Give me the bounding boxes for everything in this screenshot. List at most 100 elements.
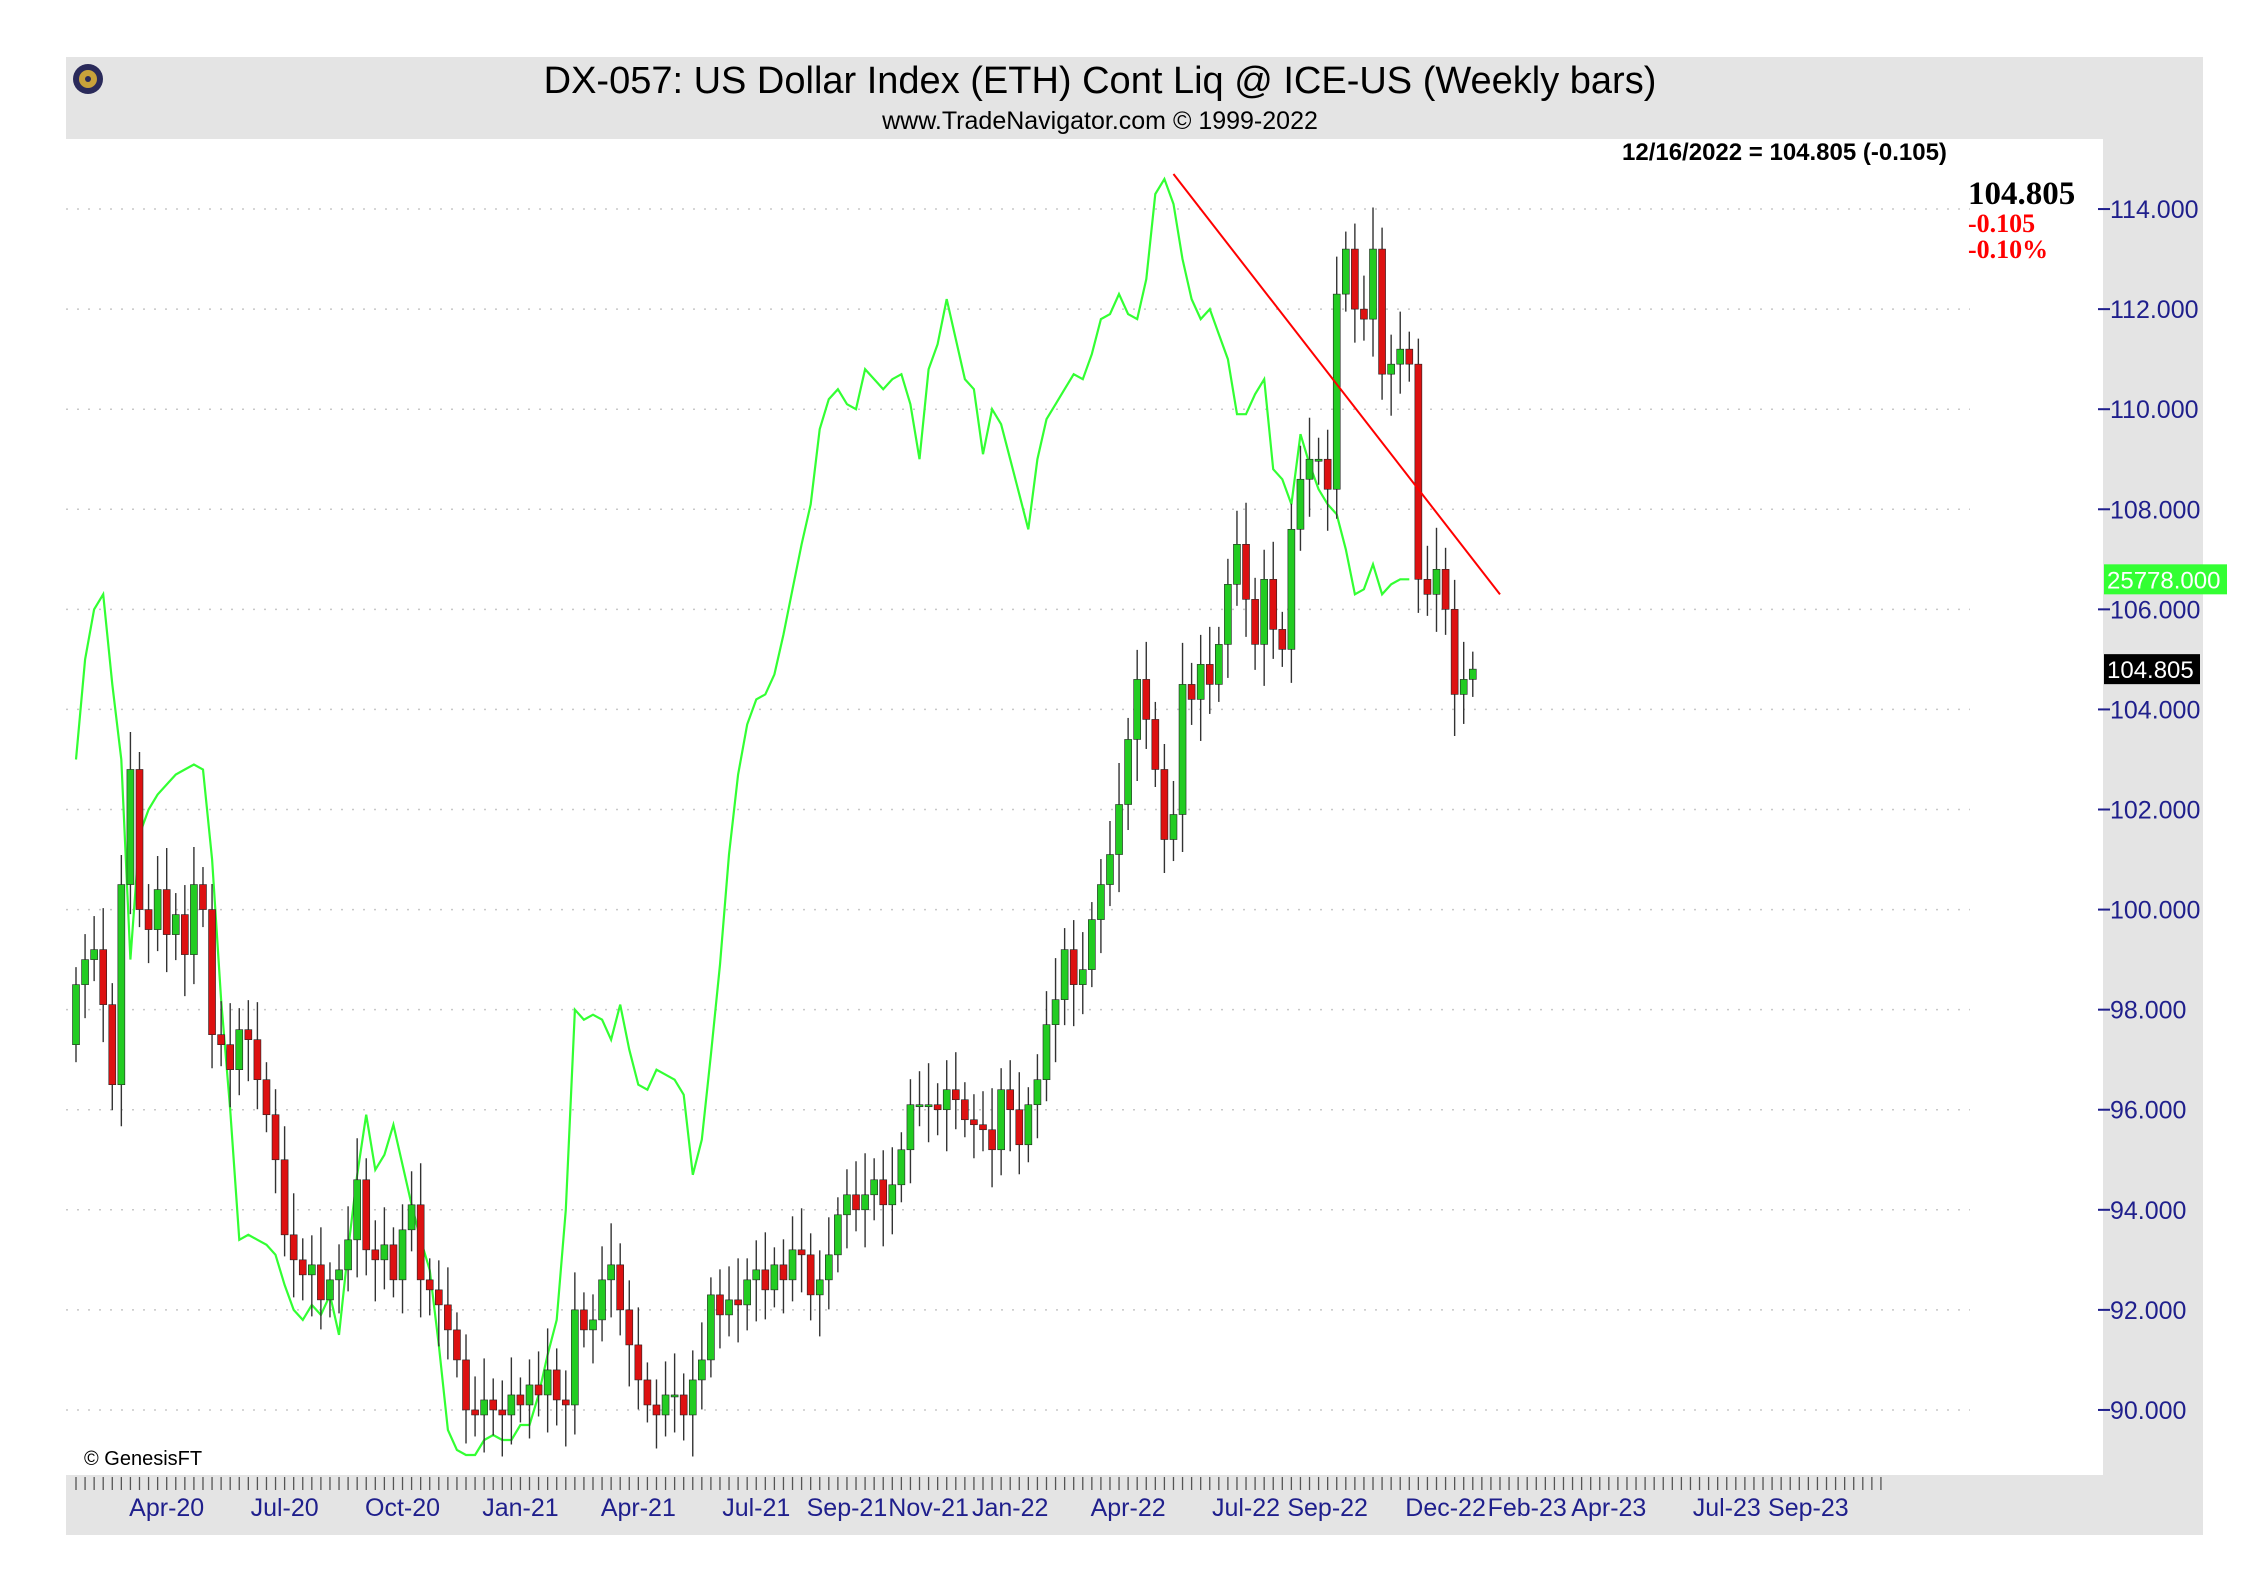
candle — [1332, 256, 1341, 519]
chart-title: DX-057: US Dollar Index (ETH) Cont Liq @… — [544, 60, 1657, 102]
indicator-value-tag: 25778.000 — [2107, 567, 2220, 594]
candle-body-down — [253, 1039, 262, 1081]
candle-body-down — [716, 1294, 724, 1316]
candle — [326, 1262, 334, 1318]
y-tick-label: 106.000 — [2110, 596, 2200, 624]
candle-body-down — [1160, 769, 1169, 840]
candle — [1459, 641, 1468, 724]
candle-body-up — [353, 1179, 361, 1241]
candle — [144, 884, 153, 964]
candle — [1251, 577, 1259, 670]
frame-top — [66, 57, 2203, 139]
candle — [571, 1272, 579, 1435]
candle-body-up — [480, 1399, 488, 1416]
candle-body-down — [498, 1409, 507, 1416]
candle-body-down — [1251, 599, 1259, 645]
candle — [643, 1362, 652, 1423]
x-axis: Apr-20 Jul-20 Oct-20 Jan-21 Apr-21 Jul-21 Sep-… — [75, 1477, 1882, 1522]
candle — [1296, 445, 1305, 551]
candle — [1423, 545, 1432, 616]
candle — [317, 1227, 325, 1330]
candle-body-up — [1224, 584, 1232, 645]
candle — [888, 1147, 897, 1235]
indicator-line — [74, 176, 1410, 1457]
candle — [589, 1294, 597, 1364]
candle-body-up — [1133, 679, 1141, 740]
candle-body-up — [861, 1194, 869, 1211]
candle-body-up — [171, 914, 180, 935]
y-tick-label: 112.000 — [2110, 296, 2199, 324]
candle — [1323, 429, 1332, 531]
candle — [634, 1307, 643, 1410]
candle — [1287, 503, 1296, 683]
candle-body-up — [1115, 804, 1123, 855]
candle — [561, 1370, 570, 1447]
candle — [199, 867, 207, 928]
candle-body-down — [1069, 949, 1078, 985]
candle-body-up — [117, 884, 126, 1086]
candle — [1360, 275, 1368, 341]
candle-body-down — [362, 1179, 371, 1251]
candle — [534, 1351, 543, 1417]
candle — [906, 1079, 915, 1184]
candle-body-down — [1242, 544, 1250, 600]
candle — [353, 1138, 361, 1278]
candle — [135, 751, 144, 928]
candle-body-up — [190, 884, 198, 955]
candle-body-down — [108, 1004, 117, 1086]
candle — [543, 1328, 552, 1433]
candle — [897, 1132, 906, 1203]
candle-body-up — [906, 1104, 915, 1151]
candle-body-down — [734, 1299, 742, 1306]
candle-body-up — [598, 1279, 606, 1321]
candle-body-up — [407, 1204, 416, 1231]
candle-body-down — [244, 1029, 253, 1040]
candle-body-down — [217, 1034, 225, 1045]
candle — [171, 893, 180, 961]
candle — [679, 1373, 688, 1441]
candle-body-down — [634, 1344, 643, 1381]
candle-body-up — [380, 1244, 389, 1261]
candle-body-down — [616, 1264, 625, 1311]
candle-body-up — [235, 1029, 244, 1070]
quote-summary: 12/16/2022 = 104.805 (-0.105) — [1622, 139, 1947, 166]
candle — [1133, 649, 1141, 781]
x-tick-label: Apr-22 — [1091, 1494, 1166, 1522]
candle-body-down — [534, 1384, 543, 1396]
candle-body-up — [1369, 248, 1377, 320]
candle — [1396, 311, 1405, 394]
candle — [670, 1353, 679, 1433]
candle — [698, 1322, 706, 1410]
candle — [616, 1243, 625, 1336]
candle — [1278, 611, 1287, 667]
candle — [1069, 920, 1078, 1027]
candle-body-up — [743, 1279, 751, 1306]
candle — [262, 1062, 271, 1133]
candle-body-down — [552, 1369, 561, 1401]
candle-body-down — [1378, 248, 1386, 375]
candle — [598, 1246, 606, 1342]
candle-body-down — [652, 1404, 661, 1416]
candle-body-down — [181, 914, 189, 955]
candle — [1151, 701, 1160, 787]
candle — [1351, 223, 1359, 343]
candle-body-down — [580, 1309, 588, 1331]
candle-body-down — [625, 1309, 634, 1346]
candle — [235, 1008, 244, 1096]
candle-body-up — [126, 769, 135, 885]
candle — [525, 1359, 534, 1439]
candle-body-up — [398, 1229, 407, 1281]
candle — [453, 1312, 461, 1378]
candle-body-up — [1060, 949, 1069, 1000]
candle-body-up — [670, 1394, 679, 1398]
candle — [1260, 549, 1268, 686]
candle-body-up — [589, 1319, 597, 1331]
candle-body-down — [761, 1269, 770, 1291]
candle — [480, 1358, 488, 1453]
candle — [1233, 510, 1241, 606]
candle-body-down — [951, 1089, 960, 1101]
candle — [344, 1206, 352, 1292]
candle — [1169, 780, 1178, 862]
candle — [861, 1153, 869, 1248]
candle-body-down — [879, 1179, 888, 1206]
